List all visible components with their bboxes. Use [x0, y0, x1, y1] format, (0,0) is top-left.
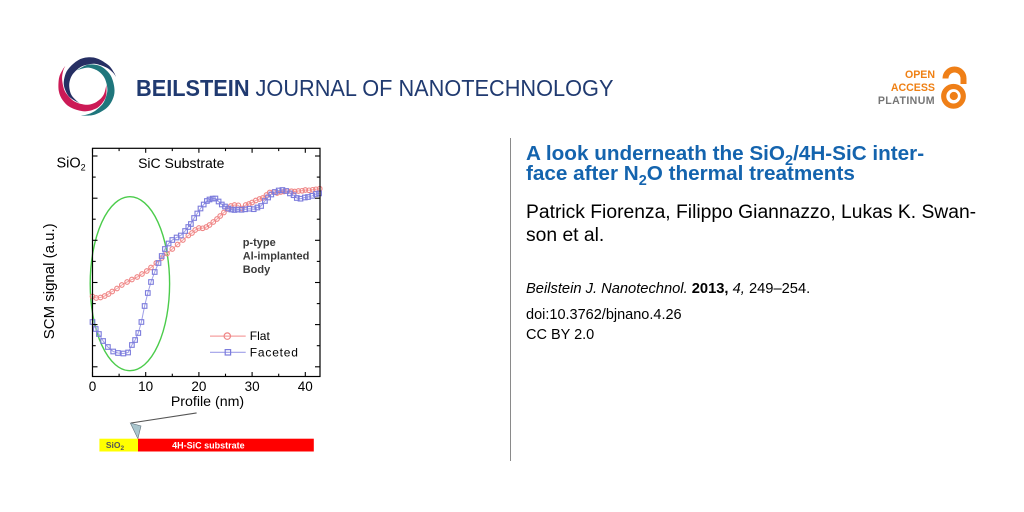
svg-text:SCM signal (a.u.): SCM signal (a.u.)	[41, 223, 58, 339]
svg-text:Body: Body	[243, 264, 271, 276]
svg-text:SiO2: SiO2	[106, 440, 125, 452]
svg-text:20: 20	[191, 379, 206, 394]
svg-text:4H-SiC substrate: 4H-SiC substrate	[172, 440, 245, 450]
svg-text:10: 10	[138, 379, 153, 394]
svg-text:p-type: p-type	[243, 237, 276, 249]
svg-text:Flat: Flat	[250, 329, 271, 343]
svg-text:SiO2: SiO2	[57, 155, 86, 172]
svg-text:Profile (nm): Profile (nm)	[171, 394, 244, 410]
svg-text:Faceted: Faceted	[250, 345, 299, 359]
svg-text:0: 0	[89, 379, 97, 394]
svg-text:40: 40	[298, 379, 313, 394]
svg-text:Al-implanted: Al-implanted	[243, 250, 310, 262]
svg-text:SiC Substrate: SiC Substrate	[138, 155, 225, 171]
svg-text:30: 30	[245, 379, 260, 394]
